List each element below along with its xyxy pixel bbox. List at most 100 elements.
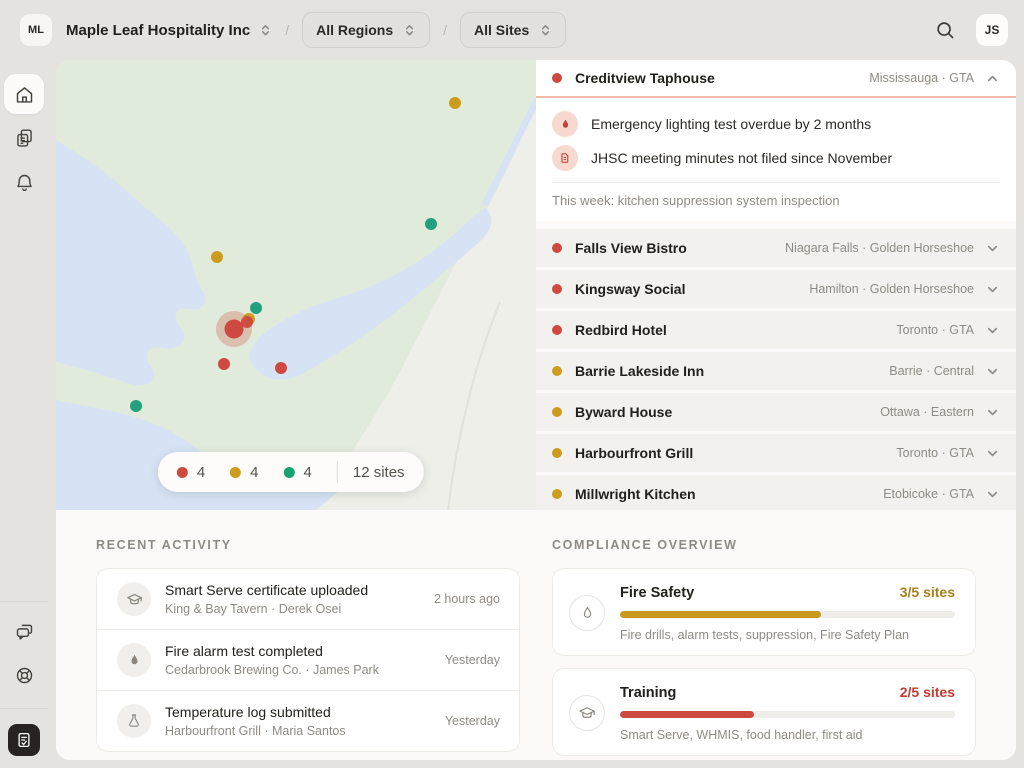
compliance-value: 2/5 sites [899,684,955,700]
alert-text: Emergency lighting test overdue by 2 mon… [591,116,872,132]
map-panel[interactable]: 4 4 4 12 sites [56,60,536,510]
compliance-title: Fire Safety [620,585,695,601]
expanded-site-header[interactable]: Creditview Taphouse Mississauga · GTA [536,60,1016,98]
compliance-card-body: Training 2/5 sites Smart Serve, WHMIS, f… [620,684,955,742]
status-dot [552,407,562,417]
activity-title: Smart Serve certificate uploaded [165,582,369,598]
map-marker[interactable] [250,302,262,314]
chevron-up-icon[interactable] [985,71,1000,86]
flame-icon [117,643,151,677]
site-row[interactable]: Millwright Kitchen Etobicoke · GTA [536,475,1016,510]
map-marker[interactable] [425,218,437,230]
site-location: Hamilton · Golden Horseshoe [809,282,974,296]
chevron-down-icon[interactable] [985,364,1000,379]
flame-icon [569,595,605,631]
chevron-down-icon[interactable] [985,241,1000,256]
main-content: 4 4 4 12 sites Creditview Taphouse [56,60,1016,760]
alert-row: JHSC meeting minutes not filed since Nov… [552,141,1000,175]
site-name: Creditview Taphouse [575,70,715,86]
legend-entry: 4 [283,463,312,481]
activity-subtitle: Cedarbrook Brewing Co. · James Park [165,663,379,677]
site-name: Barrie Lakeside Inn [575,363,705,379]
progress-track [620,711,955,718]
map-marker[interactable] [211,251,223,263]
region-filter-dropdown[interactable]: All Regions [302,12,431,48]
map-marker[interactable] [275,362,287,374]
compliance-header: COMPLIANCE OVERVIEW [552,538,738,552]
status-dot [552,325,562,335]
region-filter-label: All Regions [316,22,394,38]
site-row[interactable]: Falls View Bistro Niagara Falls · Golden… [536,229,1016,267]
compliance-title: Training [620,685,677,701]
activity-card: Smart Serve certificate uploaded King & … [96,568,520,752]
sidebar-item-messages[interactable] [4,611,44,651]
breadcrumb-separator: / [285,22,290,38]
legend-count: 4 [303,463,312,481]
activity-time: 2 hours ago [433,592,500,606]
activity-item[interactable]: Temperature log submitted Harbourfront G… [97,690,519,751]
legend-entry: 4 [176,464,205,481]
status-dot [552,243,562,253]
bottom-section: RECENT ACTIVITY Smart Serve certificate … [56,510,1016,760]
activity-title: Fire alarm test completed [165,643,323,659]
site-location: Mississauga · GTA [869,71,974,85]
activity-item[interactable]: Fire alarm test completed Cedarbrook Bre… [97,629,519,690]
company-selector[interactable]: Maple Leaf Hospitality Inc [66,22,272,39]
chevron-down-icon[interactable] [985,487,1000,502]
map-marker[interactable] [130,400,142,412]
search-button[interactable] [934,19,956,41]
legend-count: 4 [250,463,259,481]
site-row[interactable]: Byward House Ottawa · Eastern [536,393,1016,431]
breadcrumb-separator: / [443,22,448,38]
sites-panel: Creditview Taphouse Mississauga · GTA Em… [536,60,1016,510]
compliance-subtitle: Smart Serve, WHMIS, food handler, first … [620,728,863,742]
activity-subtitle: King & Bay Tavern · Derek Osei [165,602,342,616]
site-location: Toronto · GTA [896,323,974,337]
flame-icon [552,111,578,137]
activity-item-text: Fire alarm test completed Cedarbrook Bre… [165,643,431,677]
chevron-updown-icon [542,25,550,36]
site-location: Ottawa · Eastern [880,405,974,419]
chevron-updown-icon [262,25,270,36]
map-marker[interactable] [241,316,253,328]
chevron-down-icon[interactable] [985,446,1000,461]
status-dot [552,284,562,294]
alert-text: JHSC meeting minutes not filed since Nov… [591,150,893,166]
sidebar-item-home[interactable] [4,74,44,114]
site-alerts: Emergency lighting test overdue by 2 mon… [536,98,1016,177]
recent-activity-header: RECENT ACTIVITY [96,538,232,552]
sidebar-item-help[interactable] [4,655,44,695]
document-check-icon [18,732,30,748]
site-row[interactable]: Redbird Hotel Toronto · GTA [536,311,1016,349]
site-name: Millwright Kitchen [575,486,696,502]
red-status-dot [176,466,188,478]
site-location: Barrie · Central [889,364,974,378]
user-avatar[interactable]: JS [976,14,1008,46]
compliance-card-training[interactable]: Training 2/5 sites Smart Serve, WHMIS, f… [552,668,976,756]
site-row[interactable]: Kingsway Social Hamilton · Golden Horses… [536,270,1016,308]
expanded-site-card: Creditview Taphouse Mississauga · GTA Em… [536,60,1016,221]
chevron-down-icon[interactable] [985,282,1000,297]
bell-icon [16,174,32,191]
green-status-dot [283,466,295,478]
site-name: Byward House [575,404,673,420]
status-dot [552,366,562,376]
compliance-card-fire-safety[interactable]: Fire Safety 3/5 sites Fire drills, alarm… [552,568,976,656]
sidebar-item-inspections[interactable] [4,118,44,158]
site-row[interactable]: Barrie Lakeside Inn Barrie · Central [536,352,1016,390]
map-marker[interactable] [449,97,461,109]
site-row[interactable]: Harbourfront Grill Toronto · GTA [536,434,1016,472]
site-filter-dropdown[interactable]: All Sites [460,12,567,48]
sidebar-item-notifications[interactable] [4,162,44,202]
status-dot [552,448,562,458]
compliance-subtitle: Fire drills, alarm tests, suppression, F… [620,628,909,642]
sidebar-item-reports[interactable] [8,724,40,756]
compliance-card-body: Fire Safety 3/5 sites Fire drills, alarm… [620,584,955,642]
chevron-down-icon[interactable] [985,323,1000,338]
map-marker[interactable] [218,358,230,370]
map-marker[interactable] [224,319,244,339]
activity-item[interactable]: Smart Serve certificate uploaded King & … [97,569,519,629]
chevron-down-icon[interactable] [985,405,1000,420]
progress-fill [620,611,821,618]
site-location: Niagara Falls · Golden Horseshoe [785,241,974,255]
